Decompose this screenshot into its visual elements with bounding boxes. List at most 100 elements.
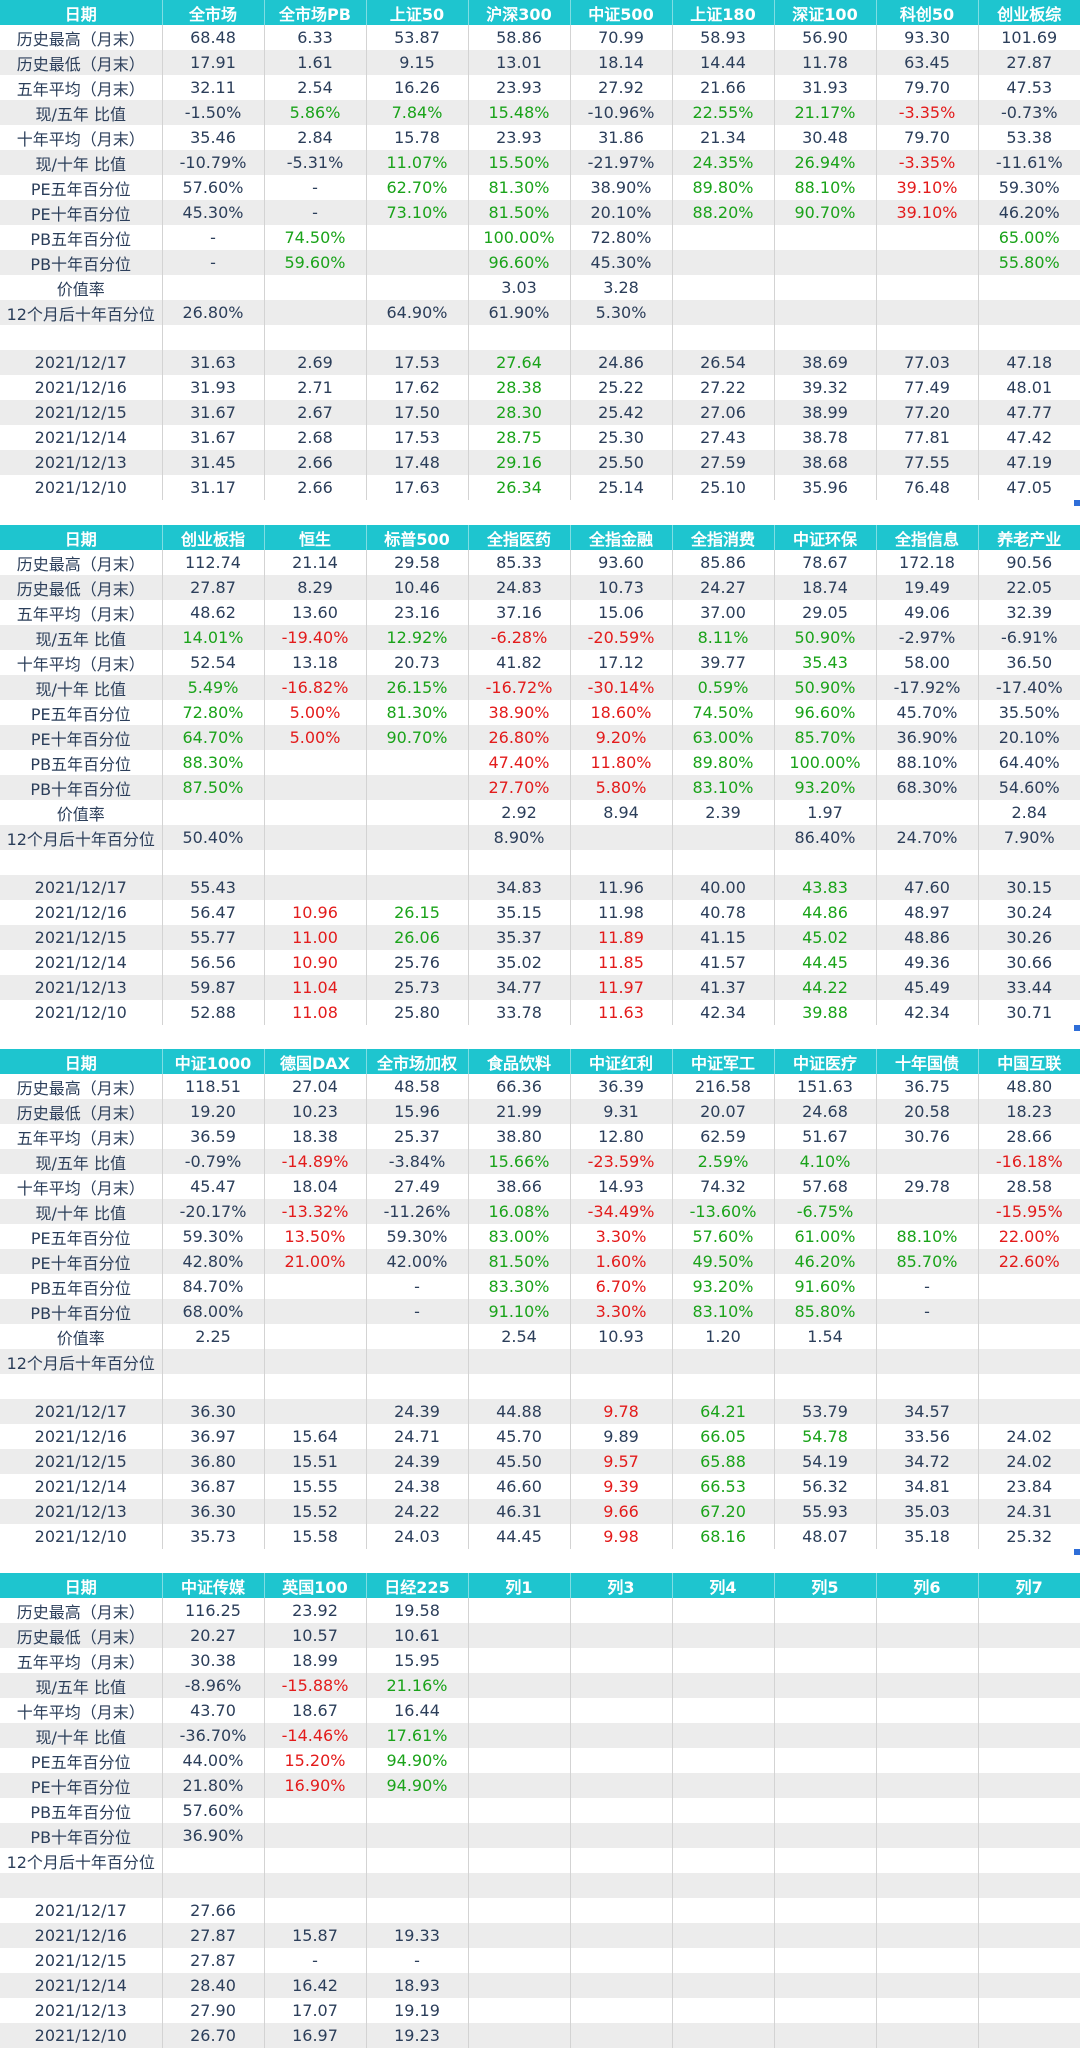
table-cell: 30.71	[977, 1000, 1080, 1025]
table-cell: 44.00%	[161, 1748, 264, 1773]
table-cell: 79.70	[875, 75, 978, 100]
table-cell: 85.70%	[875, 1249, 978, 1274]
table-cell: 13.01	[467, 50, 570, 75]
table-cell: 35.02	[467, 950, 570, 975]
table-cell: 90.70%	[365, 725, 468, 750]
table-header-row: 日期 中证传媒 英国100 日经225 列1 列3 列4 列5 列6 列7	[0, 1573, 1080, 1598]
table-cell	[365, 1349, 468, 1374]
table-cell: 21.16%	[365, 1673, 468, 1698]
table-cell: 47.05	[977, 475, 1080, 500]
table-cell: 116.25	[161, 1598, 264, 1623]
table-cell: 17.63	[365, 475, 468, 500]
table-row: PE五年百分位 59.30% 13.50% 59.30% 83.00% 3.30% 57.6…	[0, 1224, 1080, 1249]
table-cell: 64.90%	[365, 300, 468, 325]
table-cell: 5.80%	[569, 775, 672, 800]
table-cell: 27.87	[977, 50, 1080, 75]
table-cell: 2.69	[263, 350, 366, 375]
table-cell: 27.87	[161, 1948, 264, 1973]
row-label: PE十年百分位	[0, 1773, 162, 1798]
table-cell: 47.60	[875, 875, 978, 900]
table-cell: 11.04	[263, 975, 366, 1000]
table-cell: -	[263, 175, 366, 200]
row-label: 现/五年 比值	[0, 625, 162, 650]
table-cell	[161, 325, 264, 350]
row-label: 2021/12/15	[0, 925, 162, 950]
table-cell: 22.60%	[977, 1249, 1080, 1274]
row-label: 2021/12/13	[0, 450, 162, 475]
table-cell	[977, 1823, 1080, 1848]
table-cell: 15.96	[365, 1099, 468, 1124]
table-cell: 35.37	[467, 925, 570, 950]
table-cell: 2.39	[671, 800, 774, 825]
table-cell: 25.22	[569, 375, 672, 400]
column-header: 沪深300	[467, 0, 570, 25]
table-cell: 48.97	[875, 900, 978, 925]
table-cell: 90.70%	[773, 200, 876, 225]
table-row: 现/十年 比值 -36.70% -14.46% 17.61%	[0, 1723, 1080, 1748]
column-header: 德国DAX	[263, 1049, 366, 1074]
table-cell: 2.68	[263, 425, 366, 450]
table-cell: 52.88	[161, 1000, 264, 1025]
row-label: 2021/12/10	[0, 1524, 162, 1549]
table-cell	[773, 1598, 876, 1623]
row-label: 2021/12/10	[0, 1000, 162, 1025]
table-cell: 13.60	[263, 600, 366, 625]
table-cell	[161, 1349, 264, 1374]
table-cell: 43.70	[161, 1698, 264, 1723]
table-cell: 33.78	[467, 1000, 570, 1025]
column-header: 中证红利	[569, 1049, 672, 1074]
table-row: 2021/12/14 36.87 15.55 24.38 46.60 9.39 66.53 5…	[0, 1474, 1080, 1499]
table-cell: 74.50%	[263, 225, 366, 250]
table-cell: 36.75	[875, 1074, 978, 1099]
table-cell: 5.00%	[263, 700, 366, 725]
table-cell: 1.97	[773, 800, 876, 825]
table-cell: 24.70%	[875, 825, 978, 850]
table-cell: -0.79%	[161, 1149, 264, 1174]
table-cell: 24.03	[365, 1524, 468, 1549]
table-cell: 77.81	[875, 425, 978, 450]
table-cell	[263, 875, 366, 900]
table-cell: 28.66	[977, 1124, 1080, 1149]
column-header: 英国100	[263, 1573, 366, 1598]
table-cell	[875, 1623, 978, 1648]
column-header: 食品饮料	[467, 1049, 570, 1074]
table-cell: 27.06	[671, 400, 774, 425]
table-cell: 18.38	[263, 1124, 366, 1149]
table-cell	[671, 300, 774, 325]
table-cell: -14.46%	[263, 1723, 366, 1748]
table-row	[0, 325, 1080, 350]
table-cell: 85.70%	[773, 725, 876, 750]
table-cell	[977, 1274, 1080, 1299]
table-cell: 18.23	[977, 1099, 1080, 1124]
table-cell: 52.54	[161, 650, 264, 675]
table-cell: 81.50%	[467, 200, 570, 225]
row-label: 2021/12/15	[0, 1449, 162, 1474]
table-cell: -	[365, 1274, 468, 1299]
row-label: 历史最高（月末）	[0, 1598, 162, 1623]
table-cell	[569, 1349, 672, 1374]
table-cell	[569, 1374, 672, 1399]
table-cell	[263, 275, 366, 300]
table-cell: 2.54	[467, 1324, 570, 1349]
column-header: 日期	[0, 0, 162, 25]
table-cell	[875, 1149, 978, 1174]
row-label: 2021/12/15	[0, 400, 162, 425]
table-cell: 20.07	[671, 1099, 774, 1124]
table-cell	[569, 1898, 672, 1923]
table-cell: 48.86	[875, 925, 978, 950]
table-cell: 65.00%	[977, 225, 1080, 250]
row-label: 2021/12/10	[0, 2023, 162, 2048]
table-cell: 26.15%	[365, 675, 468, 700]
table-cell	[977, 1998, 1080, 2023]
table-cell: 27.43	[671, 425, 774, 450]
table-cell	[773, 1349, 876, 1374]
table-cell: 54.60%	[977, 775, 1080, 800]
table-cell: 44.86	[773, 900, 876, 925]
table-cell	[365, 825, 468, 850]
table-cell: 34.83	[467, 875, 570, 900]
table-cell: 30.24	[977, 900, 1080, 925]
table-cell: 35.03	[875, 1499, 978, 1524]
table-cell: 27.22	[671, 375, 774, 400]
table-cell	[365, 850, 468, 875]
table-cell: 45.70	[467, 1424, 570, 1449]
